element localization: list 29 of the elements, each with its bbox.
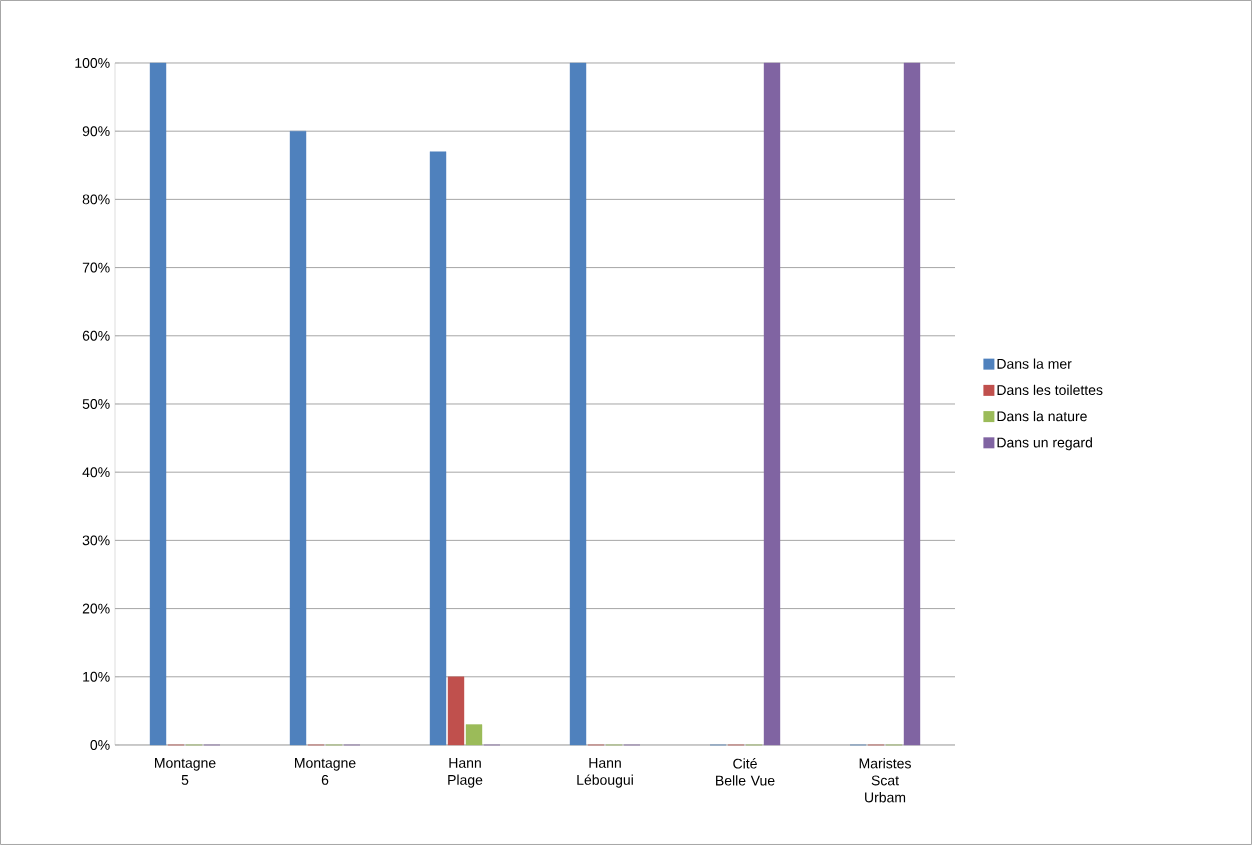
bar: [763, 62, 781, 746]
y-tick-label: 0%: [90, 740, 110, 750]
legend-label: Dans les toilettes: [997, 384, 1103, 396]
bar: [149, 62, 167, 746]
y-tick-label: 60%: [82, 330, 110, 341]
y-tick-label: 70%: [82, 262, 110, 273]
legend-label: Dans la mer: [997, 358, 1072, 369]
x-tick-label: Hann Plage: [448, 758, 483, 788]
y-tick-label: 90%: [82, 126, 110, 137]
y-tick-label: 10%: [83, 671, 110, 682]
y-tick-label: 50%: [82, 399, 110, 409]
x-tick-label: Hann Lébougui: [577, 758, 633, 788]
x-tick-label: Montagne 6: [295, 758, 356, 785]
bar: [569, 62, 587, 746]
y-tick-label: 30%: [82, 535, 110, 546]
y-tick-label: 100%: [75, 58, 110, 68]
bar: [465, 724, 483, 746]
bar: [447, 676, 465, 746]
bar: [289, 130, 307, 746]
x-tick-label: Cité Belle Vue: [716, 758, 775, 786]
x-tick-label: Maristes Scat Urbam: [859, 758, 911, 803]
bar: [429, 151, 447, 746]
y-tick-label: 20%: [82, 603, 110, 614]
legend-label: Dans la nature: [997, 410, 1087, 422]
x-tick-label: Montagne 5: [155, 758, 216, 785]
legend-label: Dans un regard: [997, 437, 1092, 451]
bar: [903, 62, 921, 746]
y-tick-label: 80%: [82, 194, 110, 205]
y-tick-label: 40%: [82, 467, 110, 478]
